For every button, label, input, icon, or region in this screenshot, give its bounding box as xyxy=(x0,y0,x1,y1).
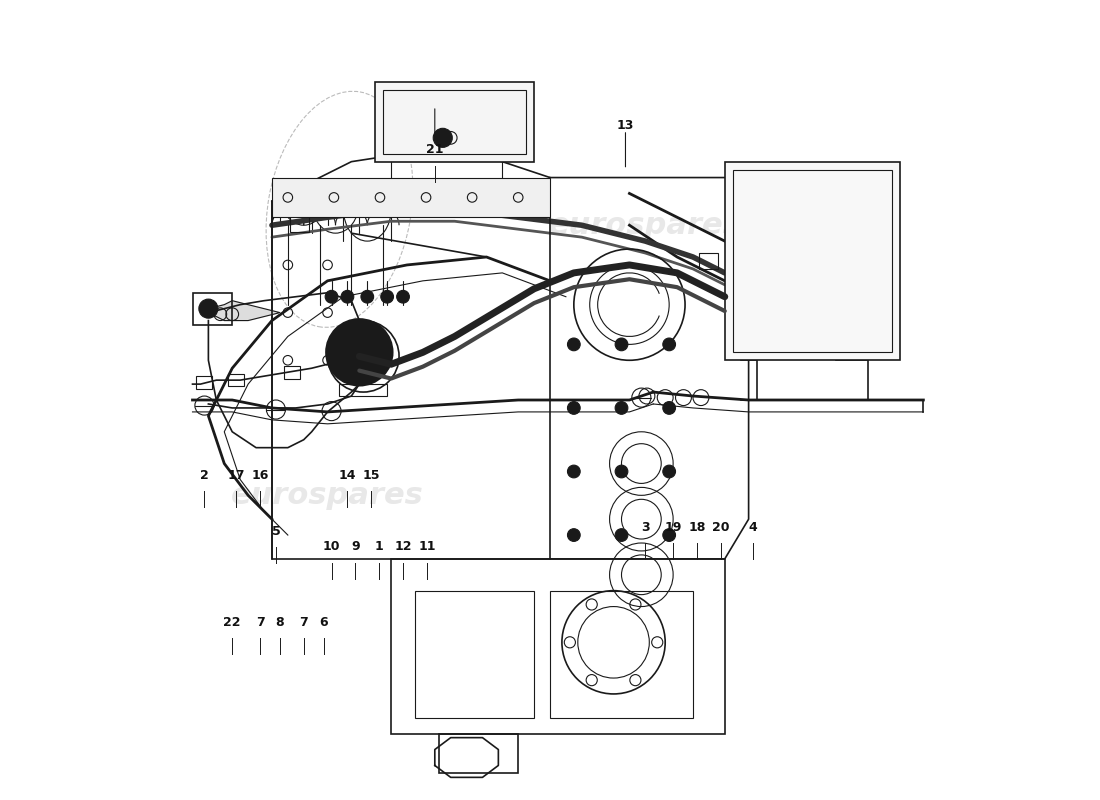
Bar xyxy=(375,82,535,162)
Bar xyxy=(415,590,535,718)
Circle shape xyxy=(326,319,393,386)
Text: 4: 4 xyxy=(748,521,757,534)
Text: 20: 20 xyxy=(712,521,729,534)
Text: 18: 18 xyxy=(689,521,706,534)
Text: 12: 12 xyxy=(394,541,411,554)
Polygon shape xyxy=(208,301,279,321)
Circle shape xyxy=(397,290,409,303)
Text: 5: 5 xyxy=(272,525,280,538)
Text: 6: 6 xyxy=(319,616,328,629)
Bar xyxy=(284,366,299,378)
Text: 15: 15 xyxy=(363,469,379,482)
Text: eurospares: eurospares xyxy=(549,210,741,240)
Bar xyxy=(229,374,244,386)
Circle shape xyxy=(615,402,628,414)
Bar xyxy=(290,216,309,231)
Text: 13: 13 xyxy=(617,119,635,133)
Circle shape xyxy=(568,338,580,350)
Bar xyxy=(700,253,718,269)
Circle shape xyxy=(663,402,675,414)
Bar xyxy=(439,734,518,774)
Text: 21: 21 xyxy=(426,143,443,156)
Text: 2: 2 xyxy=(200,469,209,482)
Bar xyxy=(192,293,232,325)
Bar xyxy=(725,162,900,360)
Bar xyxy=(340,384,387,396)
Text: 16: 16 xyxy=(251,469,268,482)
Circle shape xyxy=(381,290,394,303)
Text: 7: 7 xyxy=(299,616,308,629)
Circle shape xyxy=(199,299,218,318)
Circle shape xyxy=(326,290,338,303)
Bar xyxy=(550,590,693,718)
Circle shape xyxy=(615,338,628,350)
Circle shape xyxy=(341,290,354,303)
Text: 17: 17 xyxy=(228,469,245,482)
Text: 11: 11 xyxy=(418,541,436,554)
Bar xyxy=(733,170,892,352)
Text: 9: 9 xyxy=(351,541,360,554)
Bar xyxy=(272,202,550,559)
Bar xyxy=(392,559,725,734)
Text: 10: 10 xyxy=(322,541,340,554)
Circle shape xyxy=(663,465,675,478)
Text: 7: 7 xyxy=(255,616,264,629)
Text: 3: 3 xyxy=(641,521,650,534)
Text: eurospares: eurospares xyxy=(231,481,424,510)
Bar xyxy=(272,178,550,218)
Circle shape xyxy=(568,402,580,414)
Text: 14: 14 xyxy=(339,469,356,482)
Circle shape xyxy=(663,338,675,350)
Text: 19: 19 xyxy=(664,521,682,534)
Bar xyxy=(383,90,526,154)
Circle shape xyxy=(433,128,452,147)
Text: 22: 22 xyxy=(223,616,241,629)
Circle shape xyxy=(361,290,374,303)
Circle shape xyxy=(615,465,628,478)
Circle shape xyxy=(663,529,675,542)
Text: 1: 1 xyxy=(375,541,384,554)
Circle shape xyxy=(568,465,580,478)
Text: 8: 8 xyxy=(276,616,284,629)
Circle shape xyxy=(615,529,628,542)
Bar xyxy=(197,376,212,389)
Circle shape xyxy=(568,529,580,542)
